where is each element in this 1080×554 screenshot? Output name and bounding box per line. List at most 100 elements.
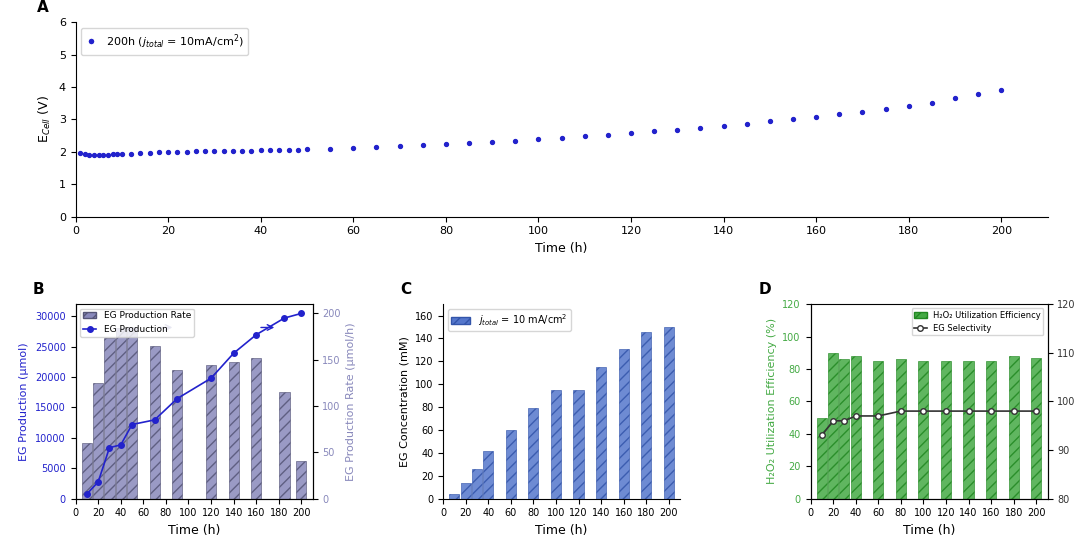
Bar xyxy=(986,361,996,499)
Point xyxy=(225,146,242,155)
Point xyxy=(197,147,214,156)
Y-axis label: H₂O₂ Utilization Efficiency (%): H₂O₂ Utilization Efficiency (%) xyxy=(767,319,777,484)
Bar xyxy=(664,327,674,499)
Point xyxy=(132,149,149,158)
Point xyxy=(160,148,177,157)
Legend: H₂O₂ Utilization Efficiency, EG Selectivity: H₂O₂ Utilization Efficiency, EG Selectiv… xyxy=(912,309,1043,336)
Point xyxy=(252,146,269,155)
Point xyxy=(877,105,894,114)
Bar xyxy=(105,337,114,499)
Point xyxy=(271,146,288,155)
Point xyxy=(77,150,94,159)
Bar xyxy=(596,367,606,499)
Bar xyxy=(149,346,160,499)
Point xyxy=(141,148,159,157)
Y-axis label: EG Concentration (mM): EG Concentration (mM) xyxy=(400,336,409,467)
Point xyxy=(298,145,315,153)
Point xyxy=(345,143,362,152)
Y-axis label: E$_{Cell}$ (V): E$_{Cell}$ (V) xyxy=(37,95,53,143)
Point xyxy=(168,147,186,156)
Bar xyxy=(93,383,104,499)
Point xyxy=(530,135,548,144)
Point xyxy=(104,150,121,159)
Bar xyxy=(472,469,482,499)
Bar xyxy=(206,365,216,499)
X-axis label: Time (h): Time (h) xyxy=(903,524,955,537)
Bar xyxy=(874,361,883,499)
Bar xyxy=(941,361,951,499)
Point xyxy=(715,121,732,130)
Bar xyxy=(642,332,651,499)
Point xyxy=(99,150,117,159)
Y-axis label: EG Production (μmol): EG Production (μmol) xyxy=(19,342,29,461)
X-axis label: Time (h): Time (h) xyxy=(536,242,588,255)
Point xyxy=(900,102,917,111)
Bar xyxy=(252,358,261,499)
Bar xyxy=(551,390,561,499)
Bar xyxy=(82,443,92,499)
Y-axis label: EG Production Rate (μmol/h): EG Production Rate (μmol/h) xyxy=(347,322,356,481)
Bar xyxy=(280,392,289,499)
Point xyxy=(507,136,524,145)
Point xyxy=(437,140,455,148)
Point xyxy=(243,146,260,155)
Bar xyxy=(828,353,838,499)
Bar xyxy=(851,356,861,499)
Point xyxy=(233,146,251,155)
Point xyxy=(90,151,107,160)
Bar xyxy=(895,359,906,499)
Point xyxy=(178,147,195,156)
Point xyxy=(81,151,98,160)
Point xyxy=(109,150,126,158)
Text: B: B xyxy=(32,283,44,297)
Point xyxy=(414,141,431,150)
Bar xyxy=(918,361,929,499)
Bar xyxy=(449,494,459,499)
Bar xyxy=(839,359,850,499)
Bar xyxy=(229,362,239,499)
Bar xyxy=(528,408,539,499)
Legend: 200h ($j_{total}$ = 10mA/cm$^2$): 200h ($j_{total}$ = 10mA/cm$^2$) xyxy=(81,28,248,55)
Point xyxy=(599,130,617,139)
Point xyxy=(187,147,204,156)
Point xyxy=(576,132,593,141)
Bar xyxy=(573,390,583,499)
Point xyxy=(460,138,477,147)
Point xyxy=(368,142,386,151)
Bar xyxy=(619,349,629,499)
Bar xyxy=(460,483,471,499)
Point xyxy=(113,150,131,158)
Bar xyxy=(483,450,494,499)
Point xyxy=(669,125,686,134)
Point xyxy=(289,145,307,154)
Point xyxy=(391,141,408,150)
Point xyxy=(923,98,941,107)
Bar xyxy=(816,418,827,499)
Point xyxy=(150,148,167,157)
Bar xyxy=(1009,356,1018,499)
Point xyxy=(970,90,987,99)
Point xyxy=(692,124,710,132)
Bar xyxy=(127,327,137,499)
Legend: $j_{total}$ = 10 mA/cm$^2$: $j_{total}$ = 10 mA/cm$^2$ xyxy=(448,309,570,331)
Point xyxy=(484,137,501,146)
Point xyxy=(280,146,297,155)
Point xyxy=(553,134,570,142)
Point xyxy=(784,115,801,124)
Point xyxy=(206,147,224,156)
Bar xyxy=(116,329,126,499)
Point xyxy=(761,117,779,126)
Point xyxy=(85,151,103,160)
Point xyxy=(738,119,755,128)
Bar xyxy=(963,361,974,499)
Point xyxy=(322,144,339,153)
Point xyxy=(261,146,279,155)
Point xyxy=(808,112,825,121)
X-axis label: Time (h): Time (h) xyxy=(168,524,220,537)
Bar xyxy=(505,430,516,499)
Legend: EG Production Rate, EG Production: EG Production Rate, EG Production xyxy=(80,309,193,337)
Bar xyxy=(172,370,183,499)
Bar xyxy=(1031,358,1041,499)
Text: D: D xyxy=(758,283,771,297)
Point xyxy=(95,150,112,159)
